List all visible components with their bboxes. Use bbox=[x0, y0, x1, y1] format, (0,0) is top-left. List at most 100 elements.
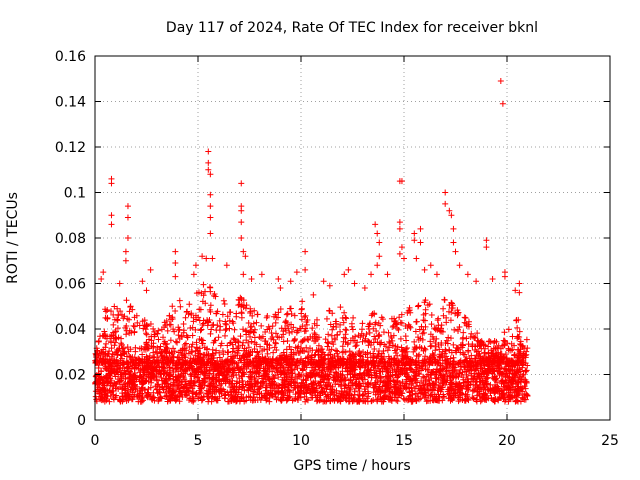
data-point bbox=[485, 343, 492, 350]
data-point bbox=[245, 344, 252, 351]
data-point bbox=[413, 352, 420, 359]
data-point bbox=[251, 374, 258, 381]
x-tick-label: 0 bbox=[91, 433, 100, 449]
data-point bbox=[383, 385, 390, 392]
data-point bbox=[335, 357, 342, 364]
data-point bbox=[515, 316, 522, 323]
data-point bbox=[460, 342, 466, 349]
data-point bbox=[473, 396, 480, 403]
data-point bbox=[447, 317, 454, 324]
data-point bbox=[127, 359, 134, 366]
data-point bbox=[439, 348, 446, 355]
data-point bbox=[164, 327, 171, 334]
data-point bbox=[109, 367, 116, 374]
data-point bbox=[433, 375, 440, 382]
data-point bbox=[230, 320, 237, 327]
data-point bbox=[104, 378, 111, 385]
data-point bbox=[337, 394, 344, 401]
data-point bbox=[332, 347, 339, 354]
data-point bbox=[249, 348, 256, 355]
data-point bbox=[229, 359, 236, 366]
data-point bbox=[162, 347, 169, 354]
data-point bbox=[417, 395, 424, 402]
data-point bbox=[398, 178, 405, 185]
data-point bbox=[522, 385, 529, 392]
data-point bbox=[262, 328, 269, 335]
data-point bbox=[438, 322, 445, 329]
data-point bbox=[200, 393, 207, 400]
data-point bbox=[516, 328, 523, 335]
data-point bbox=[426, 359, 433, 366]
data-point bbox=[116, 280, 123, 287]
data-point bbox=[374, 262, 381, 269]
data-point bbox=[248, 323, 255, 330]
data-point bbox=[387, 340, 394, 347]
data-point bbox=[279, 363, 286, 370]
data-point bbox=[199, 321, 206, 328]
data-point bbox=[195, 350, 202, 357]
data-point bbox=[415, 303, 422, 310]
data-point bbox=[290, 324, 297, 331]
data-point bbox=[269, 368, 276, 375]
data-point bbox=[407, 357, 414, 364]
data-point bbox=[447, 355, 454, 362]
data-point bbox=[200, 281, 207, 288]
data-point bbox=[344, 371, 351, 378]
data-point bbox=[497, 78, 504, 85]
data-point bbox=[167, 383, 174, 390]
data-point bbox=[188, 362, 195, 369]
data-point bbox=[319, 367, 326, 374]
data-point bbox=[121, 313, 128, 320]
data-point bbox=[139, 390, 146, 397]
data-point bbox=[210, 339, 217, 346]
data-point bbox=[195, 365, 202, 372]
data-point bbox=[499, 342, 506, 349]
data-point bbox=[215, 334, 222, 341]
data-point bbox=[350, 314, 357, 321]
data-point bbox=[482, 345, 489, 352]
data-point bbox=[339, 376, 346, 383]
data-point bbox=[258, 322, 265, 329]
x-tick-label: 20 bbox=[498, 433, 516, 449]
data-point bbox=[156, 389, 163, 396]
data-point bbox=[394, 385, 401, 392]
data-point bbox=[489, 275, 496, 282]
data-point bbox=[176, 378, 183, 385]
data-point bbox=[261, 338, 268, 345]
data-point bbox=[384, 271, 391, 278]
data-point bbox=[235, 296, 242, 303]
data-point bbox=[481, 396, 488, 403]
data-point bbox=[456, 262, 463, 269]
data-point bbox=[394, 360, 401, 367]
data-point bbox=[298, 310, 305, 317]
grid-lines bbox=[95, 56, 610, 420]
data-point bbox=[347, 337, 354, 344]
data-point bbox=[315, 357, 322, 364]
data-point bbox=[451, 326, 458, 333]
data-point bbox=[267, 387, 274, 394]
data-point bbox=[438, 327, 445, 334]
data-point bbox=[205, 391, 212, 398]
data-point bbox=[184, 387, 191, 394]
data-point bbox=[282, 355, 289, 362]
data-point bbox=[237, 357, 244, 364]
data-point bbox=[457, 366, 464, 373]
data-point bbox=[172, 248, 179, 255]
data-point bbox=[267, 358, 274, 365]
data-point bbox=[198, 326, 205, 333]
data-point bbox=[252, 380, 259, 387]
data-point bbox=[337, 304, 344, 311]
data-point bbox=[355, 397, 362, 404]
x-tick-label: 5 bbox=[194, 433, 203, 449]
data-point bbox=[152, 359, 159, 366]
data-point bbox=[230, 335, 237, 342]
data-point bbox=[436, 346, 443, 353]
data-point bbox=[369, 310, 376, 317]
data-point bbox=[376, 239, 383, 246]
data-point bbox=[454, 312, 461, 319]
data-point bbox=[417, 335, 424, 342]
data-point bbox=[271, 375, 278, 382]
data-point bbox=[258, 271, 265, 278]
data-point bbox=[197, 350, 204, 357]
data-point bbox=[334, 332, 341, 339]
